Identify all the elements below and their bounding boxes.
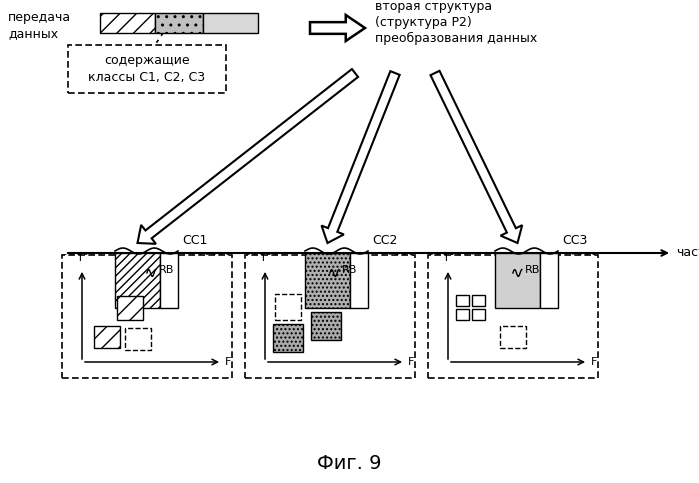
Polygon shape <box>138 69 358 244</box>
Text: частота: частота <box>676 246 699 259</box>
Text: F: F <box>225 357 231 367</box>
Text: RB: RB <box>159 265 174 275</box>
Bar <box>305 253 350 308</box>
Text: RB: RB <box>342 265 357 275</box>
Text: T: T <box>77 253 83 263</box>
Bar <box>100 13 155 33</box>
Text: F: F <box>591 357 598 367</box>
Bar <box>155 13 203 33</box>
Text: СС3: СС3 <box>562 234 587 247</box>
Bar <box>456 309 469 320</box>
Bar <box>350 253 368 308</box>
Polygon shape <box>322 71 400 243</box>
Bar <box>540 253 558 308</box>
Bar <box>275 294 301 320</box>
Bar <box>472 309 485 320</box>
Bar <box>428 255 598 378</box>
Text: F: F <box>408 357 415 367</box>
Text: СС1: СС1 <box>182 234 208 247</box>
Polygon shape <box>310 15 365 41</box>
Bar <box>456 295 469 306</box>
Bar <box>160 253 178 308</box>
Bar <box>500 326 526 348</box>
Bar <box>273 324 303 352</box>
Text: T: T <box>259 253 266 263</box>
Bar <box>62 255 232 378</box>
Bar <box>94 326 120 348</box>
Polygon shape <box>431 71 522 243</box>
Bar <box>495 253 540 308</box>
Bar <box>203 13 258 33</box>
Bar <box>115 253 160 308</box>
Bar <box>117 296 143 320</box>
Bar <box>311 312 341 340</box>
Text: передача
данных: передача данных <box>8 11 71 40</box>
Text: вторая структура
(структура P2)
преобразования данных: вторая структура (структура P2) преобраз… <box>375 0 538 45</box>
Text: RB: RB <box>525 265 540 275</box>
Bar <box>245 255 415 378</box>
Bar <box>68 45 226 93</box>
Text: содержащие
классы С1, С2, С3: содержащие классы С1, С2, С3 <box>89 54 206 84</box>
Bar <box>125 328 151 350</box>
Text: СС2: СС2 <box>372 234 397 247</box>
Text: Фиг. 9: Фиг. 9 <box>317 454 382 473</box>
Bar <box>472 295 485 306</box>
Text: T: T <box>442 253 449 263</box>
